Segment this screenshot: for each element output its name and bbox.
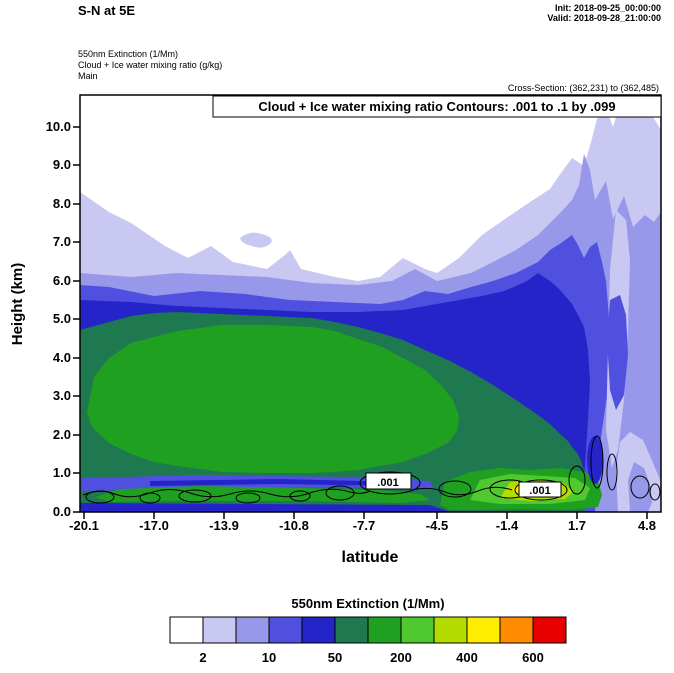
right-blue-streak: [607, 295, 628, 410]
colorbar-tick: 400: [456, 650, 478, 665]
cloud-contour-wavy-line-2: [411, 486, 513, 496]
contour-label-2: .001: [529, 485, 550, 497]
colorbar-swatch: [466, 616, 501, 644]
contour-ring: [325, 485, 355, 501]
colorbar: 550nm Extinction (1/Mm) 2 10 50 200 400 …: [169, 596, 567, 665]
x-axis-title: latitude: [342, 549, 399, 566]
colorbar-tick: 600: [522, 650, 544, 665]
x-tick-label: -13.9: [209, 518, 239, 533]
y-tick-labels: 10.0 9.0 8.0 7.0 6.0 5.0 4.0 3.0 2.0 1.0…: [46, 119, 71, 519]
colorbar-swatch: [235, 616, 270, 644]
contour-label-box-2: [518, 481, 562, 498]
y-tick-label: 9.0: [53, 157, 71, 172]
contour-ring: [178, 489, 212, 503]
contour-ring: [438, 480, 472, 498]
contour-fill-lavender-spur: [240, 232, 272, 248]
bottom-deepblue-band: [80, 503, 450, 512]
colorbar-tick: 50: [328, 650, 342, 665]
y-tick-label: 2.0: [53, 427, 71, 442]
colorbar-swatch: [433, 616, 468, 644]
plot-border: [79, 94, 662, 513]
x-tick-label: -4.5: [426, 518, 448, 533]
x-tick-label: 1.7: [568, 518, 586, 533]
y-tick-label: 10.0: [46, 119, 71, 134]
colorbar-swatch: [367, 616, 402, 644]
colorbar-swatch: [202, 616, 237, 644]
y-tick-label: 0.0: [53, 504, 71, 519]
contour-info-banner: Cloud + Ice water mixing ratio Contours:…: [258, 99, 615, 114]
y-tick-label: 1.0: [53, 465, 71, 480]
domain-label: Main: [78, 71, 98, 81]
x-tick-label: -1.4: [496, 518, 519, 533]
colorbar-swatch: [499, 616, 534, 644]
valid-timestamp: Valid: 2018-09-28_21:00:00: [547, 13, 661, 23]
y-tick-label: 4.0: [53, 350, 71, 365]
cloud-contour-wavy-line: [82, 488, 371, 498]
field-name-cloud-ice: Cloud + Ice water mixing ratio (g/kg): [78, 60, 222, 70]
contour-label-box-1: [365, 472, 412, 490]
y-tick-label: 5.0: [53, 311, 71, 326]
contour-fill-green-core: [87, 325, 459, 473]
colorbar-tick: 200: [390, 650, 412, 665]
contour-ring: [139, 492, 161, 504]
y-axis-title: Height (km): [9, 263, 26, 346]
contour-ring: [649, 483, 661, 501]
contour-info-banner-box: [212, 95, 662, 118]
contour-ring: [568, 465, 586, 495]
contour-ring: [606, 453, 618, 491]
colorbar-swatch: [400, 616, 435, 644]
cross-section-coords: Cross-Section: (362,231) to (362,485): [508, 83, 659, 93]
x-tick-label: -20.1: [69, 518, 99, 533]
lowlevel-deepblue-band: [150, 479, 400, 486]
contour-ring: [514, 479, 568, 501]
contour-ring: [590, 435, 604, 489]
x-tick-label: -17.0: [139, 518, 169, 533]
colorbar-tick: 2: [199, 650, 206, 665]
y-tick-label: 7.0: [53, 234, 71, 249]
y-tick-label: 3.0: [53, 388, 71, 403]
contour-ring: [359, 471, 421, 495]
cloud-contour-lines: .001 .001: [82, 435, 661, 504]
colorbar-title: 550nm Extinction (1/Mm): [291, 596, 444, 611]
init-timestamp: Init: 2018-09-25_00:00:00: [555, 3, 661, 13]
right-deepblue-blob: [587, 436, 603, 484]
x-tick-label: -10.8: [279, 518, 309, 533]
contour-label-1: .001: [377, 477, 398, 489]
x-tick-labels: -20.1 -17.0 -13.9 -10.8 -7.7 -4.5 -1.4 1…: [69, 518, 656, 533]
y-tick-label: 8.0: [53, 196, 71, 211]
contour-ring: [85, 490, 115, 504]
x-tick-marks: [83, 512, 648, 519]
colorbar-swatch: [301, 616, 336, 644]
colorbar-swatch: [268, 616, 303, 644]
field-name-extinction: 550nm Extinction (1/Mm): [78, 49, 178, 59]
colorbar-tick: 10: [262, 650, 276, 665]
x-tick-label: -7.7: [353, 518, 375, 533]
colorbar-swatch: [169, 616, 204, 644]
corner-periwinkle-patch: [628, 462, 652, 512]
colorbar-swatch: [532, 616, 567, 644]
contour-ring: [235, 492, 261, 504]
contour-ring: [630, 475, 650, 499]
page-title: S-N at 5E: [78, 3, 135, 18]
contour-ring: [289, 490, 311, 502]
y-tick-marks: [73, 126, 80, 513]
colorbar-swatch: [334, 616, 369, 644]
y-tick-label: 6.0: [53, 273, 71, 288]
x-tick-label: 4.8: [638, 518, 656, 533]
